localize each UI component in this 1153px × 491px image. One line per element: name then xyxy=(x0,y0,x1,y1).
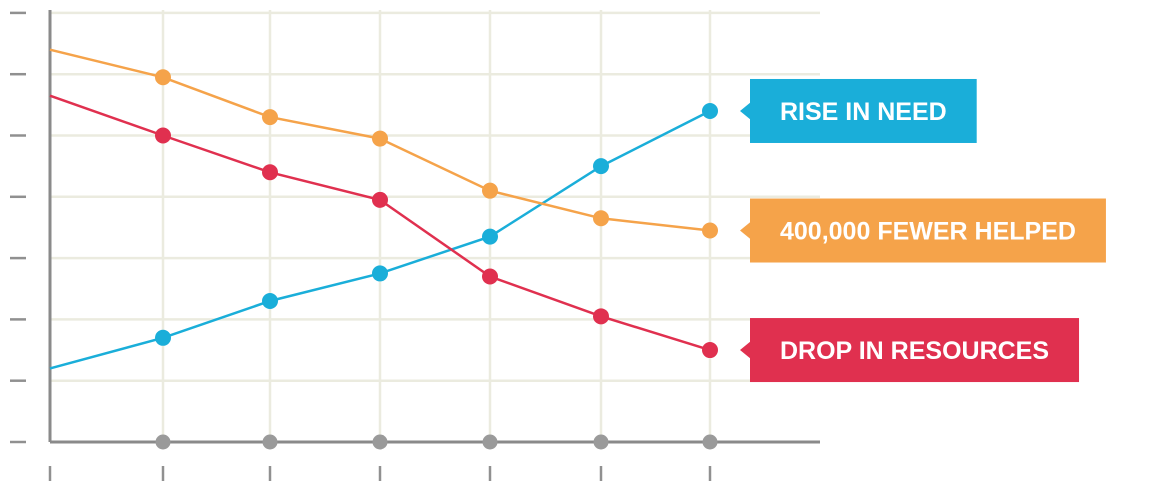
series-0-point xyxy=(155,329,171,346)
legend-callouts: RISE IN NEED 400,000 FEWER HELPED DROP IN … xyxy=(740,78,1106,383)
x-axis-marker xyxy=(593,434,609,450)
axes xyxy=(10,10,820,481)
series-2-point xyxy=(155,127,171,144)
series-1-point xyxy=(482,182,498,199)
series-2-point xyxy=(702,342,718,359)
legend-callout-0: RISE IN NEED xyxy=(740,78,977,143)
series-1-point xyxy=(155,69,171,86)
x-axis-marker xyxy=(262,434,278,450)
series-2-point xyxy=(262,164,278,181)
series-0-point xyxy=(372,265,388,282)
x-axis-marker xyxy=(372,434,388,450)
legend-callout-pointer xyxy=(740,341,751,360)
legend-label: DROP IN RESOURCES xyxy=(780,337,1049,365)
series-1-point xyxy=(372,130,388,147)
legend-label: RISE IN NEED xyxy=(780,98,947,126)
series-0-point xyxy=(482,228,498,245)
legend-callout-box xyxy=(750,78,977,143)
legend-callout-1: 400,000 FEWER HELPED xyxy=(740,198,1106,263)
series-1-point xyxy=(593,210,609,227)
x-axis-markers xyxy=(155,434,718,450)
series-1-point xyxy=(262,109,278,126)
legend-callout-pointer xyxy=(740,221,751,240)
x-axis-marker xyxy=(155,434,171,450)
series-0-point xyxy=(702,102,718,119)
legend-callout-pointer xyxy=(740,101,751,120)
series-2-point xyxy=(482,268,498,285)
legend-callout-box xyxy=(750,198,1106,263)
legend-callout-2: DROP IN RESOURCES xyxy=(740,318,1080,383)
series-0-point xyxy=(593,158,609,175)
series-2-point xyxy=(593,308,609,325)
legend-label: 400,000 FEWER HELPED xyxy=(780,218,1076,246)
series-1-point xyxy=(702,222,718,239)
series-0-point xyxy=(262,293,278,310)
series-layer xyxy=(49,48,718,370)
x-axis-marker xyxy=(482,434,498,450)
legend-callout-box xyxy=(750,318,1080,383)
x-axis-marker xyxy=(702,434,718,450)
series-2-point xyxy=(372,191,388,208)
